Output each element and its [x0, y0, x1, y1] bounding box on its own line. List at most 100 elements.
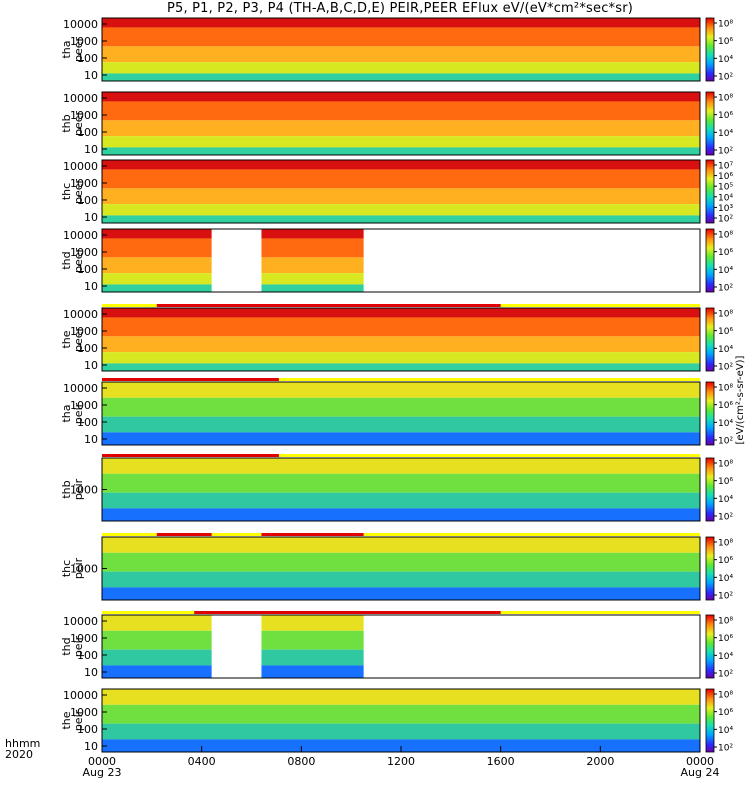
spectrogram-band	[102, 169, 700, 189]
panel-the-peer: 10000 1000 100 10 the peer 10⁸ 10⁶ 10⁴ 10²	[60, 304, 733, 373]
colorbar-tick-label: 10⁸	[718, 539, 733, 549]
spectrogram-band	[102, 120, 700, 137]
colorbar-tick-label: 10⁴	[718, 419, 733, 429]
spectrogram-band	[102, 147, 700, 155]
colorbar-tick-label: 10⁴	[718, 193, 733, 203]
y-tick-label: 100	[77, 263, 98, 276]
flag-segment	[156, 533, 212, 536]
colorbar-tick-label: 10²	[718, 513, 733, 523]
spectrogram-band	[102, 136, 700, 148]
spectrogram-band	[102, 62, 700, 74]
flag-segment	[261, 533, 364, 536]
spectrogram-band	[102, 382, 700, 398]
colorbar-tick-label: 10⁸	[718, 310, 733, 320]
colorbar-tick-label: 10⁸	[718, 617, 733, 627]
spectrogram-band	[102, 432, 700, 445]
colorbar-tick-label: 10²	[718, 670, 733, 680]
y-tick-label: 1000	[70, 632, 98, 645]
colorbar-tick-label: 10²	[718, 147, 733, 157]
y-tick-label: 10	[84, 740, 98, 753]
spectrogram-band	[102, 317, 700, 337]
flag-strip	[102, 454, 700, 457]
colorbar-tick-label: 10⁸	[718, 384, 733, 394]
spectrogram-band	[102, 160, 700, 170]
panel-frame	[101, 614, 701, 679]
colorbar-tick-label: 10⁶	[718, 477, 733, 487]
x-tick-label: 0400	[188, 755, 216, 768]
flag-segment	[156, 304, 501, 307]
colorbar-tick-label: 10⁷	[718, 162, 733, 172]
y-tick-label: 10000	[63, 92, 98, 105]
x-tick-sublabel: Aug 23	[83, 766, 122, 779]
panel-tha-peir: 10000 1000 100 10 tha peir 10⁸ 10⁶ 10⁴ 10²	[60, 378, 733, 447]
x-tick-label: 0000	[686, 755, 714, 768]
spectrogram-band	[102, 204, 700, 216]
spectrogram-band	[102, 308, 700, 318]
colorbar	[705, 17, 715, 82]
y-tick-label: 1000	[70, 177, 98, 190]
y-tick-label: 1000	[70, 35, 98, 48]
data-gap	[211, 615, 262, 678]
spectrogram-band	[102, 723, 700, 740]
colorbar-tick-label: 10²	[718, 592, 733, 602]
panel-thd-peer: 10000 1000 100 10 thd peer 10⁸ 10⁶ 10⁴ 10²	[60, 228, 733, 294]
colorbar-tick-label: 10⁴	[718, 266, 733, 276]
colorbar-tick-label: 10²	[718, 363, 733, 373]
colorbar-tick-label: 10⁸	[718, 20, 733, 30]
colorbar-tick-label: 10⁴	[718, 55, 733, 65]
colorbar	[705, 457, 715, 522]
panel-tha-peer: 10000 1000 100 10 tha peer 10⁸ 10⁶ 10⁴ 10²	[60, 17, 733, 83]
colorbar-tick-label: 10⁶	[718, 634, 733, 644]
colorbar-tick-label: 10⁴	[718, 129, 733, 139]
spectrogram-band	[102, 352, 700, 364]
y-tick-label: 10	[84, 359, 98, 372]
x-tick-label: 0000	[88, 755, 116, 768]
y-tick-label: 100	[77, 342, 98, 355]
colorbar-tick-label: 10⁶	[718, 248, 733, 258]
panel-label-line-1: thb	[60, 480, 73, 498]
y-tick-label: 10	[84, 433, 98, 446]
panel-thd-peir: 10000 1000 100 10 thd peir 10⁸ 10⁶ 10⁴ 10²	[60, 611, 733, 680]
spectrogram-band	[102, 101, 700, 121]
y-tick-label: 1000	[70, 399, 98, 412]
spectrogram-band	[102, 704, 700, 724]
panel-label-line-2: peir	[72, 478, 85, 500]
panel-frame	[101, 228, 701, 293]
data-gap	[363, 229, 700, 292]
panel-label-line-1: tha	[60, 40, 73, 58]
y-tick-label: 1000	[70, 246, 98, 259]
spectrogram-band	[102, 508, 700, 521]
colorbar-tick-label: 10⁸	[718, 231, 733, 241]
x-tick-label: 1200	[387, 755, 415, 768]
x-axis-title: hhmm 2020	[5, 738, 40, 760]
y-tick-label: 10000	[63, 689, 98, 702]
y-tick-label: 100	[77, 194, 98, 207]
colorbar	[705, 381, 715, 446]
colorbar-tick-label: 10⁴	[718, 345, 733, 355]
panel-frame	[101, 381, 701, 446]
y-tick-label: 10000	[63, 615, 98, 628]
colorbar-tick-label: 10⁶	[718, 708, 733, 718]
colorbar-tick-label: 10⁴	[718, 726, 733, 736]
x-tick-label: 2000	[586, 755, 614, 768]
y-tick-label: 1000	[70, 325, 98, 338]
y-tick-label: 10000	[63, 229, 98, 242]
y-tick-label: 100	[77, 649, 98, 662]
spectrogram-band	[102, 473, 700, 493]
colorbar-tick-label: 10⁵	[718, 183, 733, 193]
flag-segment	[194, 611, 501, 614]
y-tick-label: 10	[84, 280, 98, 293]
y-tick-label: 1000	[70, 109, 98, 122]
x-tick-sublabel: Aug 24	[681, 766, 720, 779]
y-tick-label: 1000	[70, 484, 98, 497]
flag-strip	[102, 533, 700, 536]
spectrogram-band	[102, 571, 700, 588]
panel-label-line-2: peer	[72, 327, 85, 353]
panel-label-line-1: the	[60, 330, 73, 348]
colorbar	[705, 159, 715, 224]
y-tick-label: 10000	[63, 18, 98, 31]
chart-title: P5, P1, P2, P3, P4 (TH-A,B,C,D,E) PEIR,P…	[166, 1, 634, 16]
colorbar	[705, 536, 715, 601]
